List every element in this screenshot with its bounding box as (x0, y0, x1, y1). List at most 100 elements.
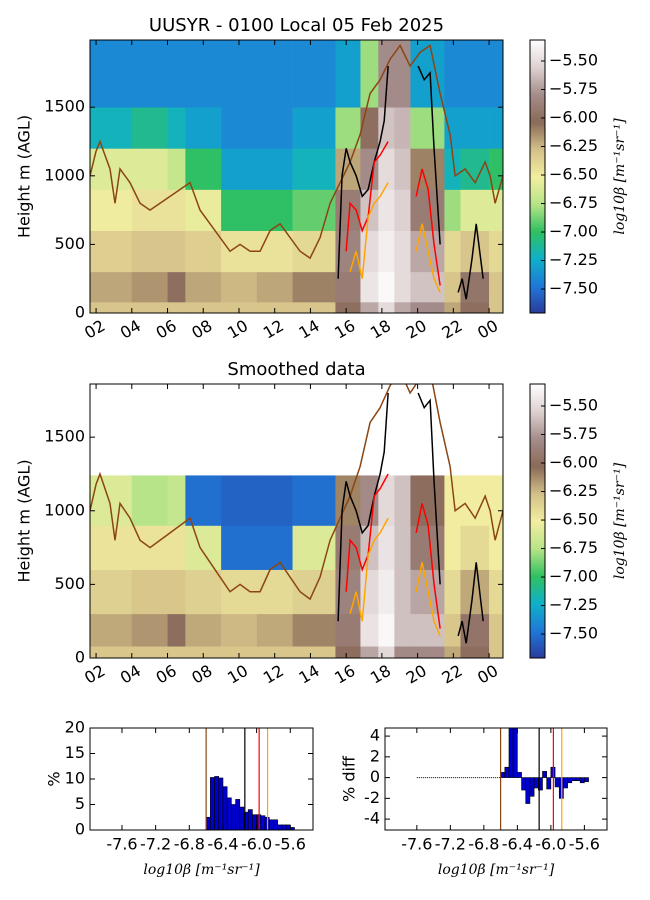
heatmap-cell (460, 613, 490, 647)
heatmap-cell (394, 475, 411, 526)
heatmap-cell (378, 525, 395, 570)
axes-frame (89, 39, 504, 314)
colorbar-segment (530, 525, 545, 529)
heatmap-cell (460, 40, 490, 108)
colorbar-segment (530, 265, 545, 268)
bar (575, 777, 581, 782)
colorbar-segment (530, 94, 545, 98)
colorbar-segment (530, 276, 545, 280)
heatmap-cell (489, 148, 503, 190)
colorbar-segment (530, 40, 545, 43)
heatmap-cell (489, 475, 503, 526)
heatmap-cell (90, 107, 133, 149)
colorbar-segment (530, 190, 545, 193)
heatmap-cell (489, 646, 503, 658)
colorbar-segment (530, 133, 545, 137)
y-tick-label: 1500 (44, 427, 85, 446)
heatmap-cell (378, 569, 395, 615)
colorbar-segment (530, 552, 545, 556)
y-tick-label: -4 (364, 809, 380, 828)
heatmap-cell (221, 107, 258, 149)
colorbar-segment (530, 539, 545, 543)
colorbar-segment (530, 534, 545, 538)
bar (500, 772, 506, 778)
colorbar-segment (530, 630, 545, 634)
y-tick-label: 15 (65, 743, 85, 762)
x-tick-label: 20 (403, 316, 430, 343)
heatmap-cell (489, 107, 503, 149)
bar (281, 824, 287, 830)
colorbar-segment (530, 110, 545, 114)
bar (239, 806, 245, 830)
colorbar-tick-label: −6.75 (549, 193, 598, 212)
colorbar-segment (530, 199, 545, 203)
colorbar-segment (530, 192, 545, 196)
heatmap-cell (221, 475, 258, 526)
heatmap-cell (185, 148, 222, 190)
colorbar-segment (530, 479, 545, 483)
colorbar-segment (530, 587, 545, 590)
bar (235, 799, 241, 830)
colorbar-tick-label: −5.50 (549, 50, 598, 69)
heatmap-cell (185, 40, 222, 108)
colorbar-segment (530, 475, 545, 479)
colorbar-segment (530, 226, 545, 230)
bar (579, 777, 585, 784)
colorbar-segment (530, 452, 545, 456)
colorbar-tick-label: −6.00 (549, 108, 598, 127)
colorbar-tick-label: −7.00 (549, 567, 598, 586)
heatmap-cell (444, 646, 461, 658)
colorbar-segment (530, 83, 545, 86)
x-axis-label: log10β [m⁻¹sr⁻¹] (143, 862, 260, 878)
colorbar-segment (530, 283, 545, 287)
heatmap-cell (292, 107, 336, 149)
profile-line (345, 141, 441, 286)
colorbar-segment (530, 644, 545, 648)
colorbar-segment (530, 386, 545, 390)
colorbar-segment (530, 260, 545, 264)
colorbar-segment (530, 468, 545, 472)
heatmap-cell (378, 107, 395, 149)
colorbar-segment (530, 450, 545, 453)
heatmap-cell (292, 189, 336, 231)
colorbar-segment (530, 397, 545, 401)
heatmap-cell (410, 646, 445, 658)
heatmap-cell (410, 107, 445, 149)
x-tick-label: 12 (260, 316, 287, 343)
bar (563, 777, 568, 789)
colorbar-segment (530, 242, 545, 246)
x-tick-label: -6.4 (207, 835, 238, 854)
heatmap-cell (167, 613, 186, 647)
colorbar-segment (530, 589, 545, 593)
colorbar-segment (530, 541, 545, 545)
heatmap-cell (360, 148, 379, 190)
colorbar-segment (530, 559, 545, 563)
heatmap-cell (360, 40, 379, 108)
heatmap-cell (90, 302, 133, 313)
heatmap-cell (167, 189, 186, 231)
heatmap-cell (489, 189, 503, 231)
colorbar-segment (530, 548, 545, 552)
colorbar-segment (530, 550, 545, 554)
colorbar-segment (530, 76, 545, 80)
colorbar-segment (530, 272, 545, 275)
x-tick-label: 02 (81, 316, 108, 343)
heatmap-cell (460, 646, 490, 658)
colorbar-segment (530, 648, 545, 652)
colorbar-segment (530, 212, 545, 216)
x-tick-label: 10 (224, 661, 251, 688)
heatmap-cell (489, 271, 503, 303)
colorbar-segment (530, 287, 545, 291)
colorbar-segment (530, 418, 545, 422)
heatmap-cell (378, 271, 395, 303)
heatmap-cell (292, 613, 336, 647)
colorbar-segment (530, 183, 545, 187)
colorbar-segment (530, 603, 545, 606)
heatmap-cell (410, 613, 445, 647)
colorbar-label: log10β [m⁻¹sr⁻¹] (612, 118, 628, 235)
heatmap-cell (90, 646, 133, 658)
x-tick-label: -5.6 (569, 835, 600, 854)
heatmap-cell (360, 107, 379, 149)
heatmap-cell (185, 646, 222, 658)
